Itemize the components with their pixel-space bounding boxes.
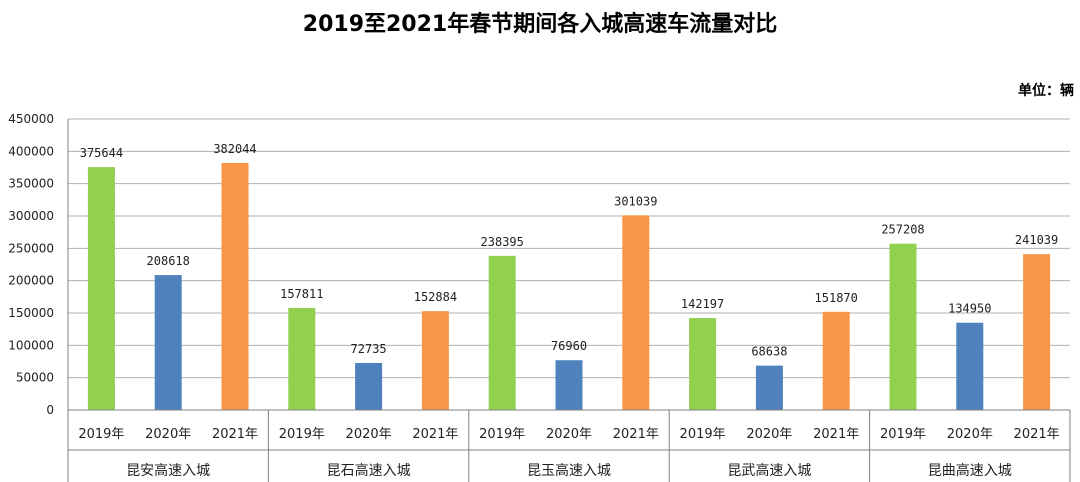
data-label: 238395 — [481, 235, 524, 249]
category-label: 2020年 — [746, 427, 792, 442]
bar — [288, 307, 316, 410]
data-labels: 375644 208618 382044 157811 72735 152884 23839… — [80, 142, 1059, 359]
bar — [555, 360, 583, 410]
bar — [755, 365, 783, 410]
data-label: 157811 — [280, 287, 323, 301]
bar — [956, 322, 984, 410]
category-label: 2021年 — [613, 427, 659, 442]
bar — [889, 243, 917, 410]
category-label: 2021年 — [412, 427, 458, 442]
data-label: 382044 — [213, 142, 256, 156]
category-label: 2019年 — [680, 427, 726, 442]
category-label: 2021年 — [1014, 427, 1060, 442]
chart-title: 2019至2021年春节期间各入城高速车流量对比 — [302, 12, 778, 37]
data-label: 208618 — [147, 254, 190, 268]
category-label: 2019年 — [279, 427, 325, 442]
y-tick-label: 350000 — [8, 177, 54, 191]
data-label: 375644 — [80, 146, 123, 160]
bar — [822, 311, 850, 410]
category-label: 2020年 — [145, 427, 191, 442]
data-label: 257208 — [881, 223, 924, 237]
data-label: 76960 — [551, 339, 587, 353]
y-tick-label: 0 — [46, 403, 54, 417]
data-label: 134950 — [948, 302, 991, 316]
bar — [1023, 254, 1051, 410]
data-label: 72735 — [351, 342, 387, 356]
y-tick-label: 150000 — [8, 306, 54, 320]
bar — [622, 215, 650, 410]
group-label: 昆石高速入城 — [327, 462, 411, 479]
data-label: 241039 — [1015, 233, 1058, 247]
data-label: 301039 — [614, 194, 657, 208]
group-label: 昆安高速入城 — [126, 462, 210, 479]
unit-label: 单位：辆 — [1018, 83, 1074, 99]
data-label: 68638 — [751, 345, 787, 359]
bar — [689, 318, 717, 410]
bar — [87, 167, 115, 410]
category-label: 2019年 — [479, 427, 525, 442]
y-axis-ticks: 0 50000 100000 150000 200000 250000 300000 3500… — [8, 112, 54, 417]
category-label: 2019年 — [78, 427, 124, 442]
data-label: 151870 — [815, 291, 858, 305]
group-label: 昆曲高速入城 — [928, 462, 1012, 479]
y-tick-label: 200000 — [8, 274, 54, 288]
group-label: 昆武高速入城 — [727, 462, 811, 479]
category-label: 2021年 — [212, 427, 258, 442]
y-tick-label: 50000 — [16, 371, 54, 385]
bar — [154, 275, 182, 410]
category-label: 2019年 — [880, 427, 926, 442]
bars — [87, 162, 1051, 410]
y-tick-label: 100000 — [8, 338, 54, 352]
y-tick-label: 400000 — [8, 144, 54, 158]
bar — [221, 162, 249, 410]
y-tick-label: 300000 — [8, 209, 54, 223]
group-label: 昆玉高速入城 — [527, 462, 611, 479]
y-tick-label: 250000 — [8, 241, 54, 255]
y-tick-label: 450000 — [8, 112, 54, 126]
category-label: 2020年 — [947, 427, 993, 442]
category-label: 2021年 — [813, 427, 859, 442]
data-label: 152884 — [414, 290, 457, 304]
category-label: 2020年 — [346, 427, 392, 442]
bar — [355, 362, 383, 410]
bar — [421, 311, 449, 410]
bar — [488, 255, 516, 410]
data-label: 142197 — [681, 297, 724, 311]
category-label: 2020年 — [546, 427, 592, 442]
